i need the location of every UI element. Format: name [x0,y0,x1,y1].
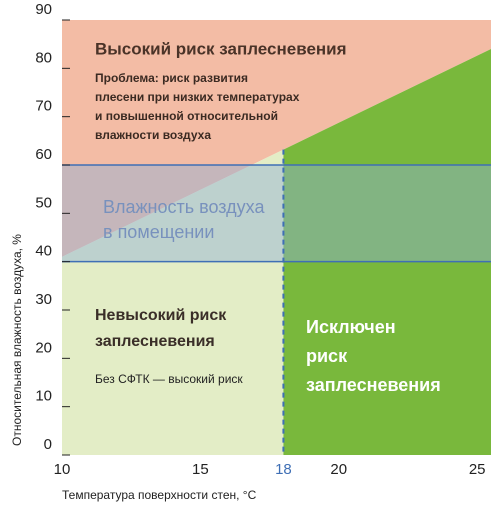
high-risk-text: Проблема: риск развития [95,71,248,85]
excluded-title: Исключен [306,317,396,337]
high-risk-region [62,20,491,257]
humidity-band [62,165,491,262]
humidity-label: Влажность воздуха [103,197,265,217]
y-tick-label: 30 [35,291,52,308]
low-risk-title: заплесневения [95,333,215,350]
y-tick-label: 90 [35,1,52,18]
x-axis-label: Температура поверхности стен, °C [62,488,257,502]
x-tick-label: 15 [192,461,209,478]
high-risk-text: влажности воздуха [95,128,211,142]
humidity-label: в помещении [103,222,214,242]
x-tick-label: 18 [275,461,292,478]
y-tick-label: 40 [35,243,52,260]
low-risk-region [62,149,284,455]
low-risk-text: Без СФТК — высокий риск [95,372,243,386]
high-risk-text: и повышенной относительной [95,109,278,123]
x-tick-label: 10 [54,461,71,478]
y-tick-label: 80 [35,49,52,66]
y-tick-label: 0 [44,436,52,453]
low-risk-title: Невысокий риск [95,307,227,324]
y-tick-label: 10 [35,388,52,405]
excluded-region [283,49,491,455]
high-risk-title: Высокий риск заплесневения [95,39,347,58]
excluded-title: заплесневения [306,375,441,395]
x-tick-label: 25 [469,461,486,478]
y-tick-label: 50 [35,194,52,211]
y-tick-label: 60 [35,146,52,163]
y-tick-label: 20 [35,339,52,356]
x-tick-label: 20 [330,461,347,478]
high-risk-text: плесени при низких температурах [95,90,300,104]
y-tick-label: 70 [35,98,52,115]
excluded-title: риск [306,346,348,366]
y-axis-label: Относительная влажность воздуха, % [10,234,24,446]
